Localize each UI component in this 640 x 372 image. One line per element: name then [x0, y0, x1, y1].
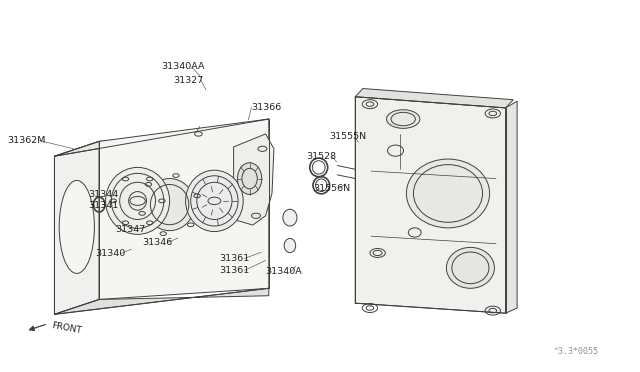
Text: 31361: 31361: [219, 254, 249, 263]
Text: 31341: 31341: [88, 201, 118, 210]
Ellipse shape: [106, 167, 170, 234]
Text: ^3.3*0055: ^3.3*0055: [554, 347, 598, 356]
Ellipse shape: [406, 159, 490, 228]
Text: 31340A: 31340A: [266, 267, 302, 276]
Polygon shape: [54, 119, 269, 156]
Polygon shape: [355, 97, 506, 313]
Ellipse shape: [186, 170, 243, 231]
Polygon shape: [54, 141, 99, 314]
Ellipse shape: [387, 110, 420, 128]
Text: 31366: 31366: [252, 103, 282, 112]
Text: 31555N: 31555N: [329, 132, 366, 141]
Text: 31361: 31361: [219, 266, 249, 275]
Text: 31556N: 31556N: [314, 184, 351, 193]
Text: 31344: 31344: [88, 190, 118, 199]
Ellipse shape: [447, 247, 495, 288]
Text: 31362M: 31362M: [8, 136, 46, 145]
Text: 31347: 31347: [115, 225, 145, 234]
Text: 31340: 31340: [95, 249, 125, 258]
Ellipse shape: [59, 180, 95, 273]
Polygon shape: [99, 119, 269, 299]
Ellipse shape: [237, 163, 262, 194]
Text: 31346: 31346: [142, 238, 172, 247]
Text: 31327: 31327: [173, 76, 203, 85]
Polygon shape: [54, 288, 269, 314]
Text: 31340AA: 31340AA: [161, 62, 205, 71]
Ellipse shape: [284, 238, 296, 253]
Polygon shape: [506, 101, 517, 313]
Ellipse shape: [283, 209, 297, 226]
Ellipse shape: [145, 179, 195, 231]
Text: FRONT: FRONT: [51, 321, 83, 335]
Polygon shape: [355, 89, 513, 108]
Text: 31528: 31528: [306, 152, 336, 161]
Polygon shape: [234, 134, 274, 225]
